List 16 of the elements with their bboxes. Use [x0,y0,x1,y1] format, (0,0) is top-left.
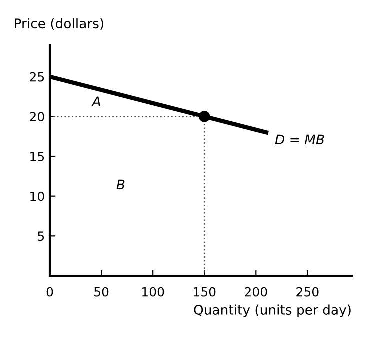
x-tick-label: 50 [94,287,109,297]
x-tick-label: 150 [194,287,216,297]
x-axis-title: Quantity (units per day) [194,304,351,318]
y-tick-label: 5 [38,232,44,242]
annotation: B [116,180,125,190]
annotation: A [92,96,100,106]
x-tick-label: 100 [142,287,164,297]
x-tick-label: 250 [296,287,319,297]
y-tick-label: 20 [30,112,44,122]
y-tick-label: 15 [30,152,44,162]
y-axis-title: Price (dollars) [15,18,104,30]
y-tick-label: 10 [30,192,44,202]
y-tick-label: 25 [30,72,44,82]
x-tick-label: 200 [245,287,268,297]
annotation: D = MB [275,134,324,145]
x-tick-label: 0 [46,287,54,297]
